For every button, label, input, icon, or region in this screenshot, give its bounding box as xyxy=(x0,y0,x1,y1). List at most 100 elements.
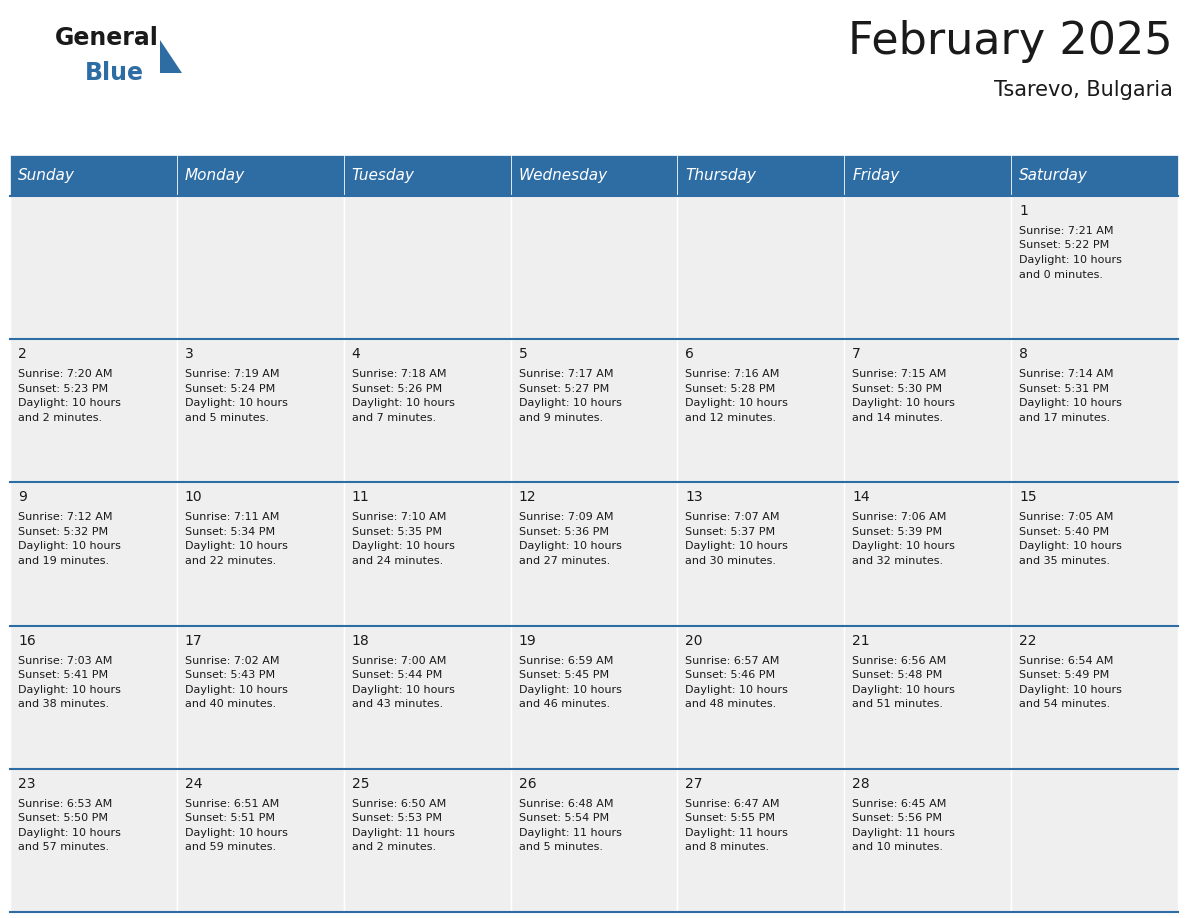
Text: Sunrise: 7:15 AM: Sunrise: 7:15 AM xyxy=(852,369,947,379)
Bar xyxy=(10,339,177,482)
Text: 17: 17 xyxy=(185,633,202,647)
Text: and 10 minutes.: and 10 minutes. xyxy=(852,843,943,852)
Text: Daylight: 10 hours: Daylight: 10 hours xyxy=(1019,255,1121,265)
Text: February 2025: February 2025 xyxy=(848,20,1173,63)
Text: and 51 minutes.: and 51 minutes. xyxy=(852,700,943,709)
Text: and 32 minutes.: and 32 minutes. xyxy=(852,556,943,565)
Text: Sunset: 5:36 PM: Sunset: 5:36 PM xyxy=(519,527,608,537)
Text: Sunset: 5:24 PM: Sunset: 5:24 PM xyxy=(185,384,276,394)
Text: Sunrise: 7:18 AM: Sunrise: 7:18 AM xyxy=(352,369,447,379)
Text: Sunset: 5:48 PM: Sunset: 5:48 PM xyxy=(852,670,942,680)
Text: and 9 minutes.: and 9 minutes. xyxy=(519,413,602,422)
Text: Sunrise: 7:10 AM: Sunrise: 7:10 AM xyxy=(352,512,446,522)
Text: and 57 minutes.: and 57 minutes. xyxy=(18,843,109,852)
Bar xyxy=(511,625,677,768)
Text: Tuesday: Tuesday xyxy=(352,168,415,183)
Text: 7: 7 xyxy=(852,347,861,361)
Text: 23: 23 xyxy=(18,777,36,790)
Text: Sunrise: 7:21 AM: Sunrise: 7:21 AM xyxy=(1019,226,1113,236)
Text: Sunrise: 6:59 AM: Sunrise: 6:59 AM xyxy=(519,655,613,666)
Text: Daylight: 10 hours: Daylight: 10 hours xyxy=(685,398,789,409)
Text: Tsarevo, Bulgaria: Tsarevo, Bulgaria xyxy=(994,80,1173,100)
Text: Daylight: 10 hours: Daylight: 10 hours xyxy=(18,398,121,409)
Text: and 14 minutes.: and 14 minutes. xyxy=(852,413,943,422)
Text: Daylight: 10 hours: Daylight: 10 hours xyxy=(185,542,287,552)
Text: Sunrise: 7:12 AM: Sunrise: 7:12 AM xyxy=(18,512,113,522)
Bar xyxy=(845,482,1011,625)
Text: Sunrise: 6:51 AM: Sunrise: 6:51 AM xyxy=(185,799,279,809)
Text: 1: 1 xyxy=(1019,204,1028,218)
Text: 5: 5 xyxy=(519,347,527,361)
Bar xyxy=(10,768,177,912)
Bar xyxy=(343,155,511,196)
Bar xyxy=(677,155,845,196)
Text: and 2 minutes.: and 2 minutes. xyxy=(18,413,102,422)
Text: Sunset: 5:35 PM: Sunset: 5:35 PM xyxy=(352,527,442,537)
Text: Sunrise: 7:05 AM: Sunrise: 7:05 AM xyxy=(1019,512,1113,522)
Text: Sunset: 5:31 PM: Sunset: 5:31 PM xyxy=(1019,384,1110,394)
Text: 14: 14 xyxy=(852,490,870,504)
Text: Sunset: 5:44 PM: Sunset: 5:44 PM xyxy=(352,670,442,680)
Bar xyxy=(845,339,1011,482)
Text: and 46 minutes.: and 46 minutes. xyxy=(519,700,609,709)
Text: Sunrise: 7:17 AM: Sunrise: 7:17 AM xyxy=(519,369,613,379)
Bar xyxy=(177,482,343,625)
Text: Sunset: 5:43 PM: Sunset: 5:43 PM xyxy=(185,670,274,680)
Text: Sunset: 5:27 PM: Sunset: 5:27 PM xyxy=(519,384,608,394)
Bar xyxy=(177,625,343,768)
Text: Sunset: 5:37 PM: Sunset: 5:37 PM xyxy=(685,527,776,537)
Bar xyxy=(1011,625,1178,768)
Text: Sunrise: 6:56 AM: Sunrise: 6:56 AM xyxy=(852,655,947,666)
Text: 13: 13 xyxy=(685,490,703,504)
Text: and 19 minutes.: and 19 minutes. xyxy=(18,556,109,565)
Text: Daylight: 10 hours: Daylight: 10 hours xyxy=(352,542,455,552)
Text: Daylight: 11 hours: Daylight: 11 hours xyxy=(352,828,455,838)
Text: Sunday: Sunday xyxy=(18,168,75,183)
Text: Sunset: 5:46 PM: Sunset: 5:46 PM xyxy=(685,670,776,680)
Text: Daylight: 10 hours: Daylight: 10 hours xyxy=(352,398,455,409)
Text: Sunset: 5:55 PM: Sunset: 5:55 PM xyxy=(685,813,776,823)
Text: 27: 27 xyxy=(685,777,703,790)
Text: Monday: Monday xyxy=(185,168,245,183)
Text: Sunset: 5:50 PM: Sunset: 5:50 PM xyxy=(18,813,108,823)
Text: Sunrise: 6:57 AM: Sunrise: 6:57 AM xyxy=(685,655,779,666)
Text: Wednesday: Wednesday xyxy=(519,168,608,183)
Bar xyxy=(177,768,343,912)
Text: and 27 minutes.: and 27 minutes. xyxy=(519,556,609,565)
Text: and 2 minutes.: and 2 minutes. xyxy=(352,843,436,852)
Text: and 0 minutes.: and 0 minutes. xyxy=(1019,270,1104,279)
Text: Sunrise: 6:47 AM: Sunrise: 6:47 AM xyxy=(685,799,781,809)
Bar xyxy=(845,625,1011,768)
Text: 9: 9 xyxy=(18,490,27,504)
Text: Sunrise: 7:19 AM: Sunrise: 7:19 AM xyxy=(185,369,279,379)
Text: Daylight: 10 hours: Daylight: 10 hours xyxy=(18,542,121,552)
Text: Sunset: 5:22 PM: Sunset: 5:22 PM xyxy=(1019,241,1110,251)
Bar xyxy=(677,482,845,625)
Text: and 12 minutes.: and 12 minutes. xyxy=(685,413,777,422)
Text: Sunrise: 7:00 AM: Sunrise: 7:00 AM xyxy=(352,655,446,666)
Bar xyxy=(1011,155,1178,196)
Bar xyxy=(10,625,177,768)
Text: Daylight: 10 hours: Daylight: 10 hours xyxy=(519,542,621,552)
Text: Sunset: 5:34 PM: Sunset: 5:34 PM xyxy=(185,527,274,537)
Text: Daylight: 10 hours: Daylight: 10 hours xyxy=(18,685,121,695)
Text: Blue: Blue xyxy=(86,61,144,85)
Text: 2: 2 xyxy=(18,347,27,361)
Bar xyxy=(343,768,511,912)
Text: Sunrise: 7:06 AM: Sunrise: 7:06 AM xyxy=(852,512,947,522)
Bar xyxy=(677,625,845,768)
Text: Daylight: 11 hours: Daylight: 11 hours xyxy=(852,828,955,838)
Text: Sunrise: 6:48 AM: Sunrise: 6:48 AM xyxy=(519,799,613,809)
Text: Daylight: 10 hours: Daylight: 10 hours xyxy=(852,398,955,409)
Text: 10: 10 xyxy=(185,490,202,504)
Bar xyxy=(343,196,511,339)
Bar xyxy=(677,768,845,912)
Text: Sunset: 5:53 PM: Sunset: 5:53 PM xyxy=(352,813,442,823)
Text: Daylight: 10 hours: Daylight: 10 hours xyxy=(1019,542,1121,552)
Text: Sunset: 5:56 PM: Sunset: 5:56 PM xyxy=(852,813,942,823)
Text: 25: 25 xyxy=(352,777,369,790)
Polygon shape xyxy=(160,40,182,73)
Text: Sunrise: 7:16 AM: Sunrise: 7:16 AM xyxy=(685,369,779,379)
Text: Saturday: Saturday xyxy=(1019,168,1088,183)
Bar xyxy=(177,339,343,482)
